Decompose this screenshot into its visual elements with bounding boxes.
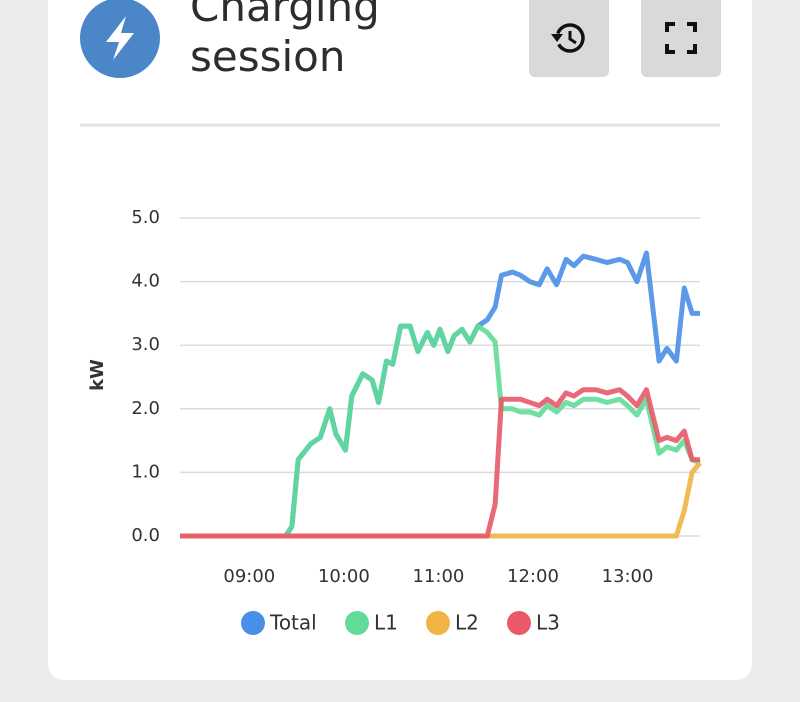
history-icon <box>551 23 585 53</box>
bolt-icon <box>106 16 134 60</box>
legend-swatch <box>241 611 265 635</box>
legend-swatch <box>345 611 369 635</box>
x-tick-label: 10:00 <box>318 566 370 587</box>
fullscreen-icon <box>665 22 697 54</box>
series-line <box>180 387 700 539</box>
y-tick-label: 0.0 <box>131 525 160 546</box>
x-tick-label: 13:00 <box>602 566 654 587</box>
x-tick-label: 11:00 <box>412 566 464 587</box>
history-button[interactable] <box>529 0 609 77</box>
legend-swatch <box>507 611 531 635</box>
y-tick-label: 4.0 <box>131 271 160 292</box>
legend-label: L2 <box>455 611 479 635</box>
legend-label: L3 <box>536 611 560 635</box>
x-tick-label: 12:00 <box>507 566 559 587</box>
fullscreen-button[interactable] <box>641 0 721 77</box>
series-line <box>180 323 701 539</box>
legend-swatch <box>426 611 450 635</box>
y-axis-label: kW <box>87 359 108 391</box>
x-tick-label: 09:00 <box>223 566 275 587</box>
legend-label: Total <box>269 611 317 635</box>
title: Charging session <box>190 0 380 81</box>
series-line <box>180 461 702 539</box>
legend-label: L1 <box>374 611 398 635</box>
y-tick-label: 1.0 <box>131 461 160 482</box>
header-icons <box>80 0 720 127</box>
y-tick-label: 5.0 <box>131 207 160 228</box>
y-tick-label: 3.0 <box>131 334 160 355</box>
y-tick-label: 2.0 <box>131 398 160 419</box>
